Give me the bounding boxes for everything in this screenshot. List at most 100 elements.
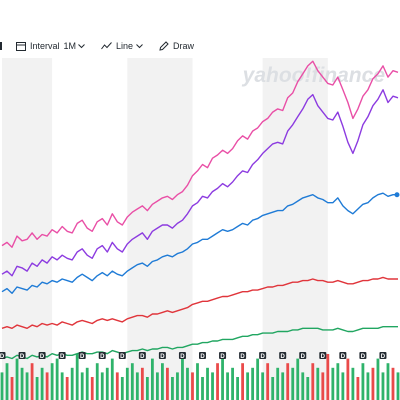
dividend-marker[interactable]: D <box>199 352 207 360</box>
volume-bar <box>161 363 164 400</box>
svg-text:D: D <box>80 354 85 360</box>
volume-bar <box>155 372 159 400</box>
dividend-marker[interactable]: D <box>0 352 6 360</box>
shaded-period-1 <box>127 58 193 400</box>
dividend-marker[interactable]: D <box>259 352 267 360</box>
svg-text:D: D <box>240 354 245 360</box>
interval-label: Interval <box>30 41 60 51</box>
volume-bar <box>336 363 340 400</box>
volume-bar <box>115 372 119 400</box>
dividend-marker[interactable]: D <box>158 352 166 360</box>
chevron-down-icon <box>78 43 85 48</box>
volume-bar <box>256 358 260 400</box>
dividend-marker[interactable]: D <box>38 352 46 360</box>
volume-bar <box>291 367 295 400</box>
volume-bar <box>381 372 385 400</box>
svg-text:D: D <box>0 354 5 360</box>
draw-label: Draw <box>173 41 195 51</box>
chart-toolbar: Interval 1M Line Draw <box>0 36 400 56</box>
volume-bar <box>261 372 265 400</box>
svg-text:D: D <box>60 354 65 360</box>
interval-value: 1M <box>63 41 77 51</box>
volume-bar <box>50 363 54 400</box>
volume-bar <box>251 367 255 400</box>
series-line-green <box>1 326 398 360</box>
dividend-marker[interactable]: D <box>178 352 186 360</box>
volume-bar <box>75 354 79 400</box>
volume-bar <box>311 363 315 400</box>
pencil-icon <box>159 41 169 51</box>
volume-bar <box>150 358 154 400</box>
svg-text:D: D <box>220 354 225 360</box>
volume-bar <box>0 372 4 400</box>
volume-bar <box>100 372 104 400</box>
volume-bar <box>145 377 149 400</box>
dividend-marker[interactable]: D <box>118 352 126 360</box>
dividend-marker[interactable]: D <box>98 352 106 360</box>
dividend-marker[interactable]: D <box>319 352 327 360</box>
volume-bar <box>226 372 229 400</box>
dividend-marker[interactable]: D <box>138 352 146 360</box>
volume-bar <box>166 367 169 400</box>
shaded-period-0 <box>2 58 53 400</box>
dividend-marker[interactable]: D <box>78 352 86 360</box>
volume-bar <box>221 358 224 400</box>
volume-bar <box>271 377 275 400</box>
svg-text:D: D <box>361 354 366 360</box>
volume-bar <box>386 363 390 400</box>
dividend-marker[interactable]: D <box>379 352 387 360</box>
volume-bar <box>55 358 59 400</box>
series-line-pink <box>1 60 399 248</box>
chevron-down-icon <box>136 43 143 48</box>
line-button[interactable]: Line <box>101 41 147 51</box>
volume-bar <box>105 367 109 400</box>
volume-bar <box>241 363 245 400</box>
volume-bar <box>40 367 44 400</box>
volume-bar <box>130 363 134 400</box>
volume-bar <box>356 377 360 400</box>
dividend-marker[interactable]: D <box>359 352 367 360</box>
svg-text:D: D <box>100 354 105 360</box>
volume-bar <box>391 367 395 400</box>
volume-bar <box>30 363 34 400</box>
volume-bar <box>341 372 345 400</box>
calendar-icon <box>16 42 26 51</box>
series-line-purple <box>1 89 399 277</box>
watermark-text: yahoo!finance <box>242 64 386 87</box>
volume-bar <box>286 363 290 400</box>
volume-bar <box>186 367 189 400</box>
volume-bar <box>70 367 74 400</box>
dividend-marker[interactable]: D <box>239 352 247 360</box>
svg-text:D: D <box>301 354 306 360</box>
volume-bar <box>331 367 335 400</box>
line-label: Line <box>116 41 134 51</box>
volume-bar <box>45 372 49 400</box>
svg-text:D: D <box>260 354 265 360</box>
price-chart[interactable]: yahoo!finance D D D D D D D D D D D D D D D D D D D D <box>0 58 400 400</box>
volume-bar <box>5 363 9 400</box>
interval-button[interactable]: Interval 1M <box>16 41 89 51</box>
svg-text:D: D <box>321 354 326 360</box>
volume-bar <box>346 358 350 400</box>
volume-bar <box>371 367 375 400</box>
dividend-marker[interactable]: D <box>219 352 227 360</box>
dividend-marker[interactable]: D <box>339 352 347 360</box>
svg-text:D: D <box>180 354 185 360</box>
draw-button[interactable]: Draw <box>159 41 194 51</box>
svg-text:D: D <box>341 354 346 360</box>
dividend-marker[interactable]: D <box>18 352 26 360</box>
volume-bar <box>351 367 355 400</box>
series-line-blue <box>1 192 398 295</box>
volume-bar <box>25 372 29 400</box>
volume-bar <box>211 372 214 400</box>
volume-bar <box>90 377 94 400</box>
svg-text:D: D <box>281 354 286 360</box>
dividend-marker[interactable]: D <box>58 352 66 360</box>
svg-text:D: D <box>20 354 25 360</box>
dividend-marker[interactable]: D <box>299 352 307 360</box>
svg-text:D: D <box>160 354 165 360</box>
dividend-marker[interactable]: D <box>279 352 287 360</box>
volume-bar <box>135 372 139 400</box>
toolbar-separator <box>0 42 2 50</box>
volume-bar <box>65 377 69 400</box>
